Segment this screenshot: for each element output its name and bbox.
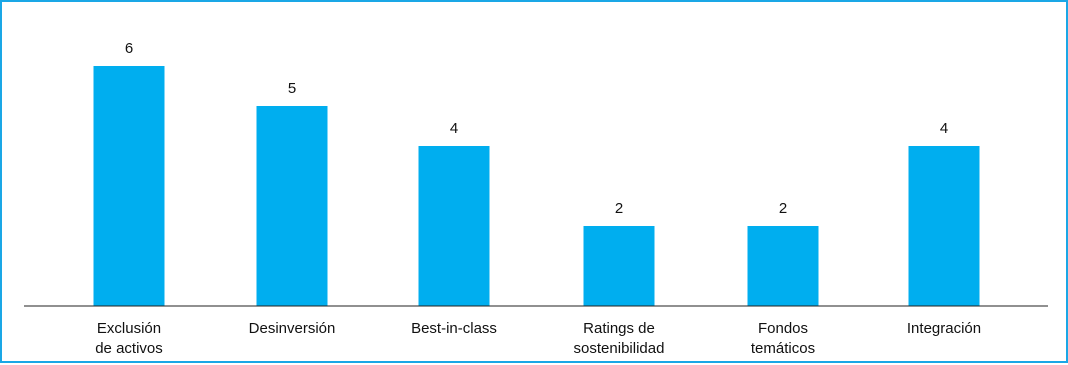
- category-label-2: Desinversión: [249, 320, 336, 337]
- bar-5: [747, 226, 819, 306]
- bar-2: [256, 106, 328, 306]
- category-label-1: Exclusión de activos: [95, 320, 163, 357]
- category-labels-layer: Exclusión de activos Desinversión Best-in-c…: [95, 320, 981, 357]
- bar-value-label-4: 2: [615, 200, 623, 217]
- bar-value-label-1: 6: [125, 40, 133, 57]
- category-label-line: Best-in-class: [411, 320, 497, 337]
- category-label-line: de activos: [95, 340, 163, 357]
- bar-value-label-2: 5: [288, 80, 296, 97]
- bar-1: [93, 66, 165, 306]
- bar-value-label-5: 2: [779, 200, 787, 217]
- category-label-line: Fondos: [758, 320, 808, 337]
- category-label-6: Integración: [907, 320, 981, 337]
- bar-value-label-6: 4: [940, 120, 948, 137]
- category-label-line: sostenibilidad: [574, 340, 665, 357]
- category-label-line: Ratings de: [583, 320, 655, 337]
- category-label-line: Exclusión: [97, 320, 161, 337]
- value-labels-layer: 6 5 4 2 2 4: [125, 40, 948, 217]
- bar-3: [418, 146, 490, 306]
- category-label-line: Integración: [907, 320, 981, 337]
- bar-4: [583, 226, 655, 306]
- category-label-line: Desinversión: [249, 320, 336, 337]
- bar-value-label-3: 4: [450, 120, 458, 137]
- bar-6: [908, 146, 980, 306]
- category-label-line: temáticos: [751, 340, 815, 357]
- category-label-5: Fondos temáticos: [751, 320, 815, 357]
- bars-layer: [93, 66, 980, 306]
- category-label-4: Ratings de sostenibilidad: [574, 320, 665, 357]
- category-label-3: Best-in-class: [411, 320, 497, 337]
